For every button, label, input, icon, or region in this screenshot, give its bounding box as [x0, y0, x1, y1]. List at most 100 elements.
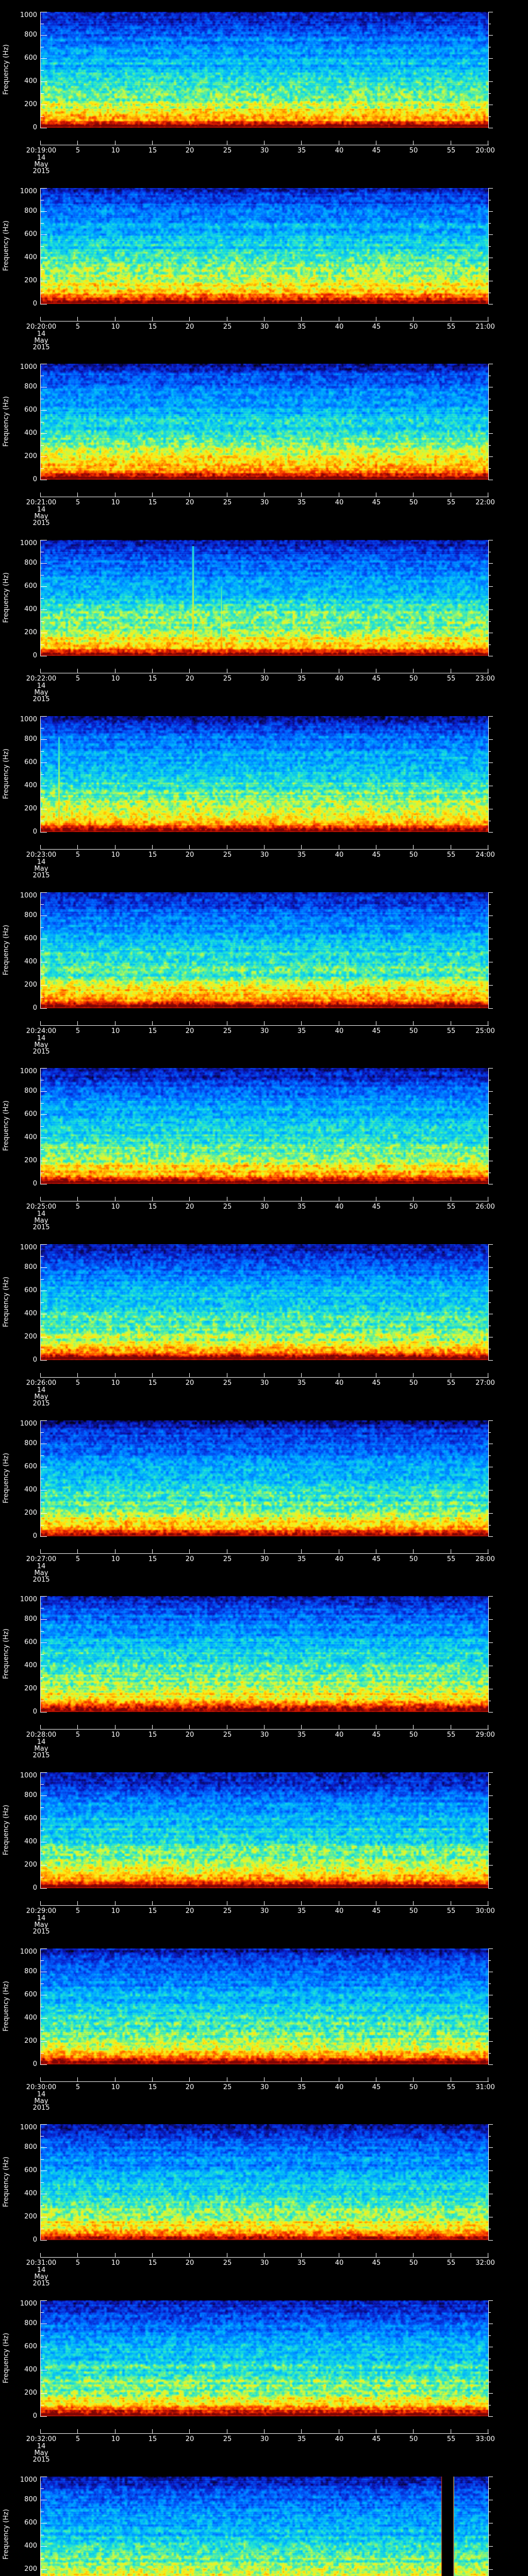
y-tick-label: 400	[24, 253, 37, 261]
x-major-tick	[301, 1725, 302, 1729]
x-major-tick	[152, 2429, 153, 2433]
y-major-tick	[41, 2147, 47, 2148]
panel-date-day: 14	[37, 506, 46, 514]
y-tick-labels: 0 200 400 600 800 1000	[0, 892, 528, 1070]
x-tick-label: 55	[447, 2259, 456, 2267]
y-axis-line-right	[488, 12, 489, 128]
x-tick-label: 50	[409, 1027, 418, 1035]
y-tick-label: 400	[24, 1838, 37, 1845]
panel-date-year: 2015	[32, 2104, 50, 2112]
x-major-tick	[152, 1373, 153, 1377]
panel-end-time: 22:00	[475, 499, 495, 506]
x-tick-label: 15	[148, 499, 157, 506]
y-axis-line-left	[40, 12, 41, 128]
y-major-tick-right	[489, 1008, 493, 1009]
y-minor-tick-right	[489, 2182, 491, 2183]
y-major-tick	[41, 609, 47, 610]
x-major-tick	[115, 2253, 116, 2257]
panel-date-year: 2015	[32, 519, 50, 527]
y-tick-label: 1000	[20, 539, 37, 547]
x-major-tick	[40, 2077, 41, 2081]
y-major-tick	[41, 234, 47, 235]
y-major-tick-right	[489, 1068, 493, 1069]
y-minor-tick-right	[489, 1432, 491, 1433]
y-tick-label: 400	[24, 1486, 37, 1494]
panel-end-time: 32:00	[475, 2259, 495, 2267]
panel-end-time: 33:00	[475, 2435, 495, 2443]
y-tick-label: 400	[24, 1310, 37, 1317]
y-minor-tick	[41, 904, 44, 905]
y-tick-label: 1000	[20, 2476, 37, 2484]
x-major-tick	[77, 2429, 78, 2433]
x-tick-labels: 5 10 15 20 25 30 35 40 45 50 55	[0, 1948, 528, 2126]
x-major-tick	[115, 2077, 116, 2081]
y-tick-marks	[0, 540, 528, 718]
x-major-tick	[115, 1549, 116, 1553]
y-tick-label: 600	[24, 1463, 37, 1470]
y-minor-tick-right	[489, 598, 491, 599]
y-axis-line-left	[40, 716, 41, 833]
x-major-tick	[264, 1373, 265, 1377]
x-major-tick	[301, 2253, 302, 2257]
x-tick-label: 40	[335, 1555, 344, 1563]
x-major-tick	[264, 2253, 265, 2257]
y-minor-tick	[41, 751, 44, 752]
y-minor-tick-right	[489, 1103, 491, 1104]
y-tick-label: 0	[32, 2236, 37, 2244]
spectrogram-canvas	[41, 1068, 488, 1184]
x-tick-label: 40	[335, 851, 344, 859]
x-tick-label: 35	[297, 851, 306, 859]
x-tick-labels: 5 10 15 20 25 30 35 40 45 50 55	[0, 188, 528, 366]
x-major-tick	[264, 2077, 265, 2081]
y-major-tick-right	[489, 2041, 493, 2042]
y-tick-label: 200	[24, 981, 37, 989]
x-major-tick	[77, 493, 78, 497]
x-tick-label: 10	[111, 851, 120, 859]
y-major-tick	[41, 1865, 47, 1866]
y-major-tick	[41, 1642, 47, 1643]
x-major-tick	[301, 141, 302, 145]
x-major-tick	[189, 669, 190, 673]
x-tick-label: 20	[185, 851, 194, 859]
panel-start-time: 20:31:00	[26, 2259, 57, 2267]
y-minor-tick	[41, 1784, 44, 1785]
x-axis-line	[40, 2081, 489, 2082]
x-tick-label: 5	[75, 2083, 80, 2091]
x-major-tick	[264, 669, 265, 673]
x-tick-label: 40	[335, 147, 344, 155]
x-tick-label: 30	[260, 323, 269, 331]
x-major-tick	[189, 845, 190, 849]
y-major-tick	[41, 586, 47, 587]
y-tick-label: 400	[24, 958, 37, 965]
x-tick-marks	[0, 1068, 528, 1246]
y-minor-tick	[41, 2053, 44, 2054]
x-major-tick	[40, 1549, 41, 1553]
y-major-tick	[41, 1596, 47, 1597]
x-major-tick	[40, 1725, 41, 1729]
x-tick-label: 20	[185, 323, 194, 331]
x-tick-label: 25	[223, 1907, 232, 1915]
y-minor-tick	[41, 116, 44, 117]
y-tick-label: 800	[24, 31, 37, 39]
panel-start-time: 20:24:00	[26, 1027, 57, 1035]
y-major-tick	[41, 1244, 47, 1245]
y-minor-tick-right	[489, 2335, 491, 2336]
x-tick-label: 10	[111, 2083, 120, 2091]
x-major-tick	[189, 1549, 190, 1553]
y-minor-tick-right	[489, 70, 491, 71]
y-major-tick-right	[489, 1948, 493, 1949]
y-minor-tick	[41, 468, 44, 469]
x-major-tick	[115, 317, 116, 321]
x-tick-label: 20	[185, 2083, 194, 2091]
y-minor-tick-right	[489, 223, 491, 224]
y-minor-tick-right	[489, 468, 491, 469]
x-major-tick	[264, 1021, 265, 1025]
panel-start-time: 20:29:00	[26, 1907, 57, 1915]
x-major-tick	[413, 1901, 414, 1905]
x-tick-marks	[0, 892, 528, 1070]
y-major-tick	[41, 211, 47, 212]
y-major-tick	[41, 1420, 47, 1421]
y-major-tick-right	[489, 1712, 493, 1713]
